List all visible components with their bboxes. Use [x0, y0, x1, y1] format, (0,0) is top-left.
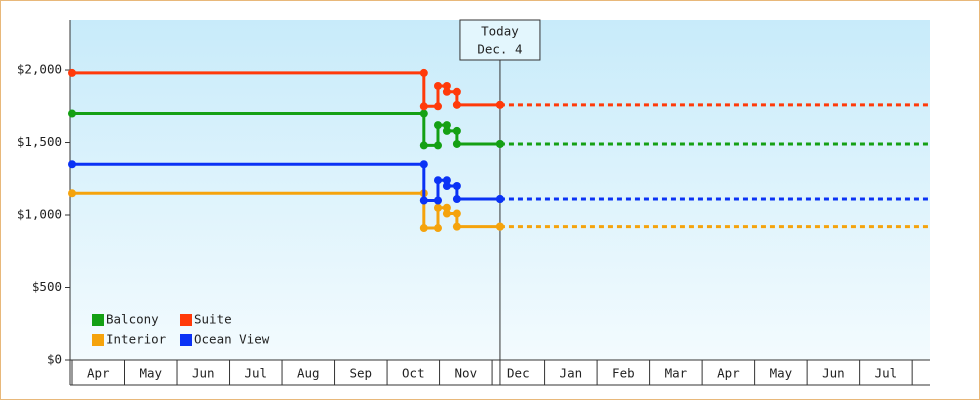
price-dot [68, 68, 76, 77]
y-tick-label: $1,500 [17, 134, 62, 149]
x-tick-label: Apr [87, 366, 110, 381]
price-dot [68, 109, 76, 118]
x-tick-label: Sep [350, 366, 373, 381]
price-dot [452, 222, 461, 231]
legend-label: Balcony [106, 312, 159, 327]
price-line [72, 71, 500, 108]
corner-dot [433, 141, 442, 150]
legend-swatch [92, 314, 104, 326]
price-dot [442, 126, 451, 135]
x-tick-label: Nov [455, 366, 478, 381]
corner-dot [419, 160, 428, 169]
price-dot [495, 222, 504, 231]
x-tick-label: Jun [192, 366, 215, 381]
price-dot [495, 139, 504, 148]
x-tick-label: Dec [507, 366, 530, 381]
y-tick-label: $1,000 [17, 207, 62, 222]
x-tick-label: Aug [297, 366, 320, 381]
price-dot [452, 195, 461, 204]
price-dot [433, 121, 442, 130]
corner-dot [452, 87, 461, 96]
price-line [72, 112, 500, 147]
corner-dot [452, 182, 461, 191]
price-dot [495, 195, 504, 204]
price-dot [68, 189, 76, 198]
x-tick-label: Oct [402, 366, 425, 381]
x-tick-label: Mar [665, 366, 688, 381]
y-tick-label: $0 [47, 352, 62, 367]
price-line [72, 191, 500, 230]
legend-label: Interior [106, 332, 167, 347]
price-dot [419, 141, 428, 150]
price-dot [433, 81, 442, 90]
legend-swatch [92, 334, 104, 346]
price-dot [452, 100, 461, 109]
x-tick-label: Jul [244, 366, 267, 381]
price-dot [419, 102, 428, 111]
y-tick-label: $500 [32, 279, 62, 294]
corner-dot [442, 121, 451, 130]
legend-swatch [180, 314, 192, 326]
x-tick-label: Apr [717, 366, 740, 381]
x-tick-label: Jul [875, 366, 898, 381]
today-box [459, 19, 541, 61]
legend-swatch [180, 334, 192, 346]
price-dot [433, 203, 442, 212]
x-tick-label: Jan [560, 366, 583, 381]
corner-dot [433, 196, 442, 205]
corner-dot [433, 102, 442, 111]
today-label: Today [481, 24, 519, 39]
price-dot [442, 87, 451, 96]
price-line [72, 162, 500, 203]
corner-dot [452, 209, 461, 218]
legend-label: Ocean View [194, 332, 270, 347]
x-tick-label: May [770, 366, 793, 381]
price-dot [433, 176, 442, 185]
corner-dot [442, 81, 451, 90]
corner-dot [442, 176, 451, 185]
price-dot [495, 100, 504, 109]
corner-dot [419, 68, 428, 77]
today-label: Dec. 4 [477, 42, 522, 57]
x-tick-label: May [139, 366, 162, 381]
x-tick-label: Jun [822, 366, 845, 381]
corner-dot [442, 203, 451, 212]
corner-dot [433, 224, 442, 233]
legend-label: Suite [194, 312, 232, 327]
price-dot [452, 139, 461, 148]
y-tick-label: $2,000 [17, 62, 62, 77]
x-tick-label: Feb [612, 366, 635, 381]
price-dot [419, 224, 428, 233]
price-dot [442, 209, 451, 218]
corner-dot [419, 109, 428, 118]
corner-dot [452, 126, 461, 135]
price-dot [68, 160, 76, 169]
price-dot [419, 196, 428, 205]
price-dot [442, 182, 451, 191]
